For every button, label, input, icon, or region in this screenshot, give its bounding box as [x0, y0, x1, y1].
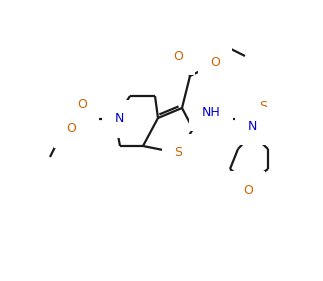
Text: O: O [243, 183, 253, 196]
Text: N: N [114, 112, 124, 126]
Text: O: O [173, 49, 183, 62]
Text: NH: NH [202, 105, 220, 119]
Text: S: S [259, 99, 267, 112]
Text: O: O [66, 123, 76, 135]
Text: O: O [77, 99, 87, 112]
Text: N: N [247, 119, 257, 133]
Text: O: O [210, 56, 220, 69]
Text: S: S [174, 146, 182, 160]
